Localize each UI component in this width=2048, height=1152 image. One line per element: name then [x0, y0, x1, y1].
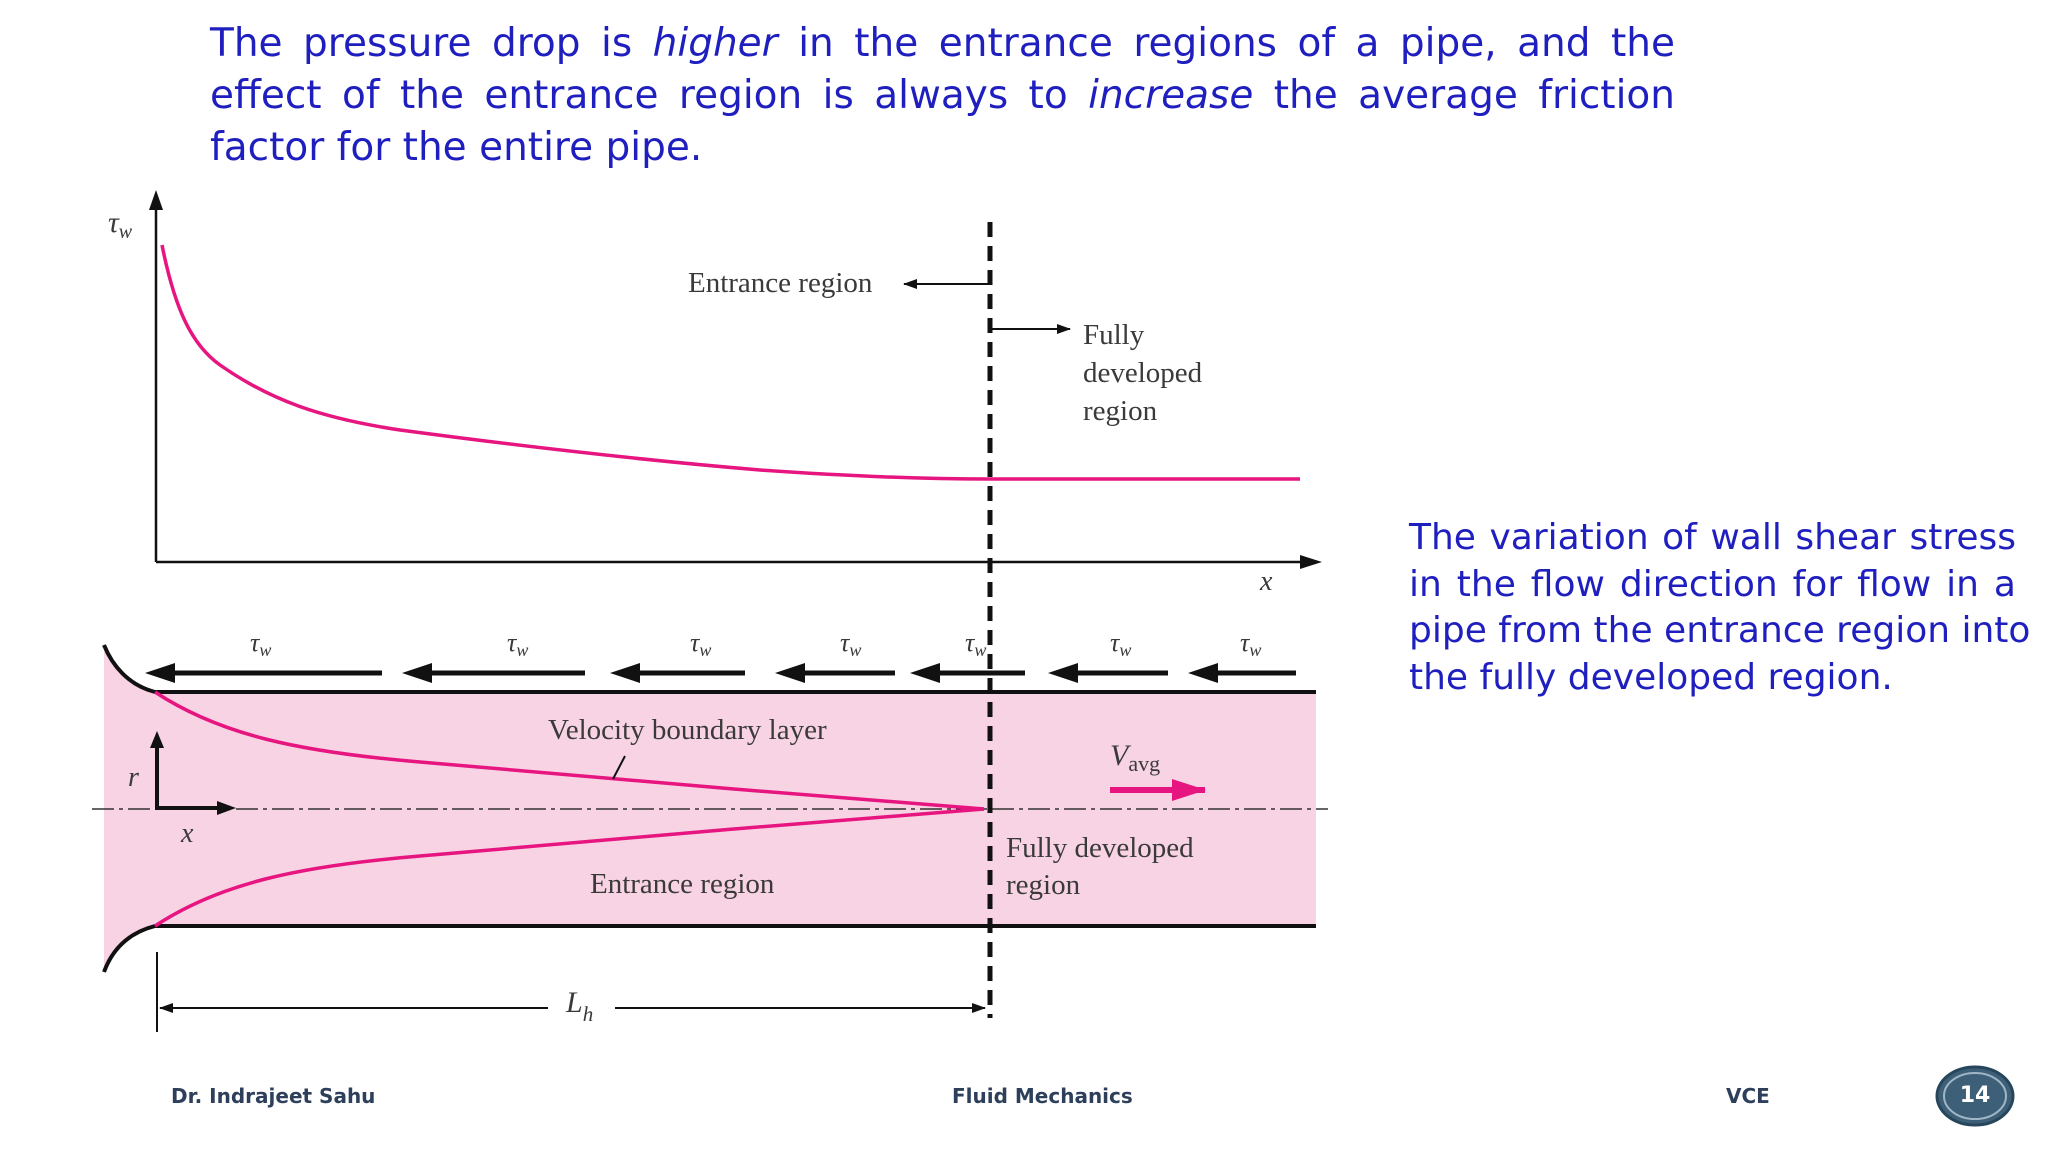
title-line-2: effect of the entrance region is always … [210, 73, 1675, 118]
pipe-diagram: τw τw τw τw τw τw [92, 628, 1328, 1032]
badge-ellipse-icon [1935, 1065, 2015, 1127]
caption-line-2: in the flow direction for flow in a [1409, 563, 2016, 605]
velocity-boundary-layer-label: Velocity boundary layer [548, 714, 827, 746]
boundary-layer-lower [154, 807, 985, 928]
page-number: 14 [1959, 1083, 1991, 1108]
graph-entrance-region-label: Entrance region [688, 267, 873, 299]
graph-y-axis-arrowhead [149, 190, 163, 210]
footer-course: Fluid Mechanics [952, 1084, 1133, 1108]
boundary-layer-upper [154, 690, 985, 811]
svg-text:τw: τw [1110, 628, 1131, 660]
wall-shear-stress-curve [160, 244, 1300, 481]
shear-stress-graph: τw x Entrance region Fully developed reg… [108, 190, 1322, 597]
graph-fully-developed-label: Fully developed region [1083, 319, 1209, 427]
shear-arrow: τw [402, 628, 585, 683]
r-axis-arrowhead [150, 731, 164, 748]
figure-caption: The variation of wall shear stress in th… [1409, 515, 2031, 701]
pipe-top-wall [102, 644, 1316, 694]
svg-text:τw: τw [690, 628, 711, 660]
pipe-entrance-region-label: Entrance region [590, 868, 775, 900]
svg-text:τw: τw [507, 628, 528, 660]
svg-text:τw: τw [965, 628, 986, 660]
r-axis-label: r [128, 762, 139, 793]
x-axis-small-label: x [180, 818, 194, 849]
caption-line-4: the fully developed region. [1409, 656, 1893, 698]
caption-line-3: pipe from the entrance region into [1409, 610, 2031, 651]
boundary-layer-pointer [612, 755, 626, 780]
wall-shear-arrows: τw τw τw τw τw τw [145, 628, 1296, 683]
shear-arrow: τw [610, 628, 745, 683]
pipe-bottom-wall [102, 924, 1316, 973]
pipe-fully-developed-label: Fully developed region [1006, 832, 1201, 901]
shear-arrow: τw [910, 628, 1025, 683]
shear-arrow: τw [145, 628, 382, 683]
title-line-3: factor for the entire pipe. [210, 125, 703, 170]
graph-y-axis-label: τw [108, 206, 133, 243]
average-velocity-label: Vavg [1110, 739, 1160, 776]
slide-title-text: The pressure drop is higher in the entra… [210, 18, 1675, 174]
shear-arrow: τw [775, 628, 895, 683]
svg-text:τw: τw [1240, 628, 1261, 660]
x-axis-small-arrowhead [217, 801, 236, 815]
shear-arrow: τw [1048, 628, 1168, 683]
caption-line-1: The variation of wall shear stress [1409, 517, 2016, 558]
page-number-badge: 14 [1934, 1064, 2016, 1128]
svg-text:τw: τw [840, 628, 861, 660]
title-line-1: The pressure drop is higher in the entra… [210, 21, 1676, 66]
graph-x-axis-arrowhead [1300, 555, 1322, 569]
svg-text:τw: τw [250, 628, 271, 660]
entry-length-label: Lh [565, 986, 593, 1026]
graph-x-axis-label: x [1259, 566, 1273, 597]
footer-author: Dr. Indrajeet Sahu [171, 1084, 376, 1108]
shear-arrow: τw [1188, 628, 1296, 683]
footer-institute: VCE [1726, 1084, 1770, 1108]
